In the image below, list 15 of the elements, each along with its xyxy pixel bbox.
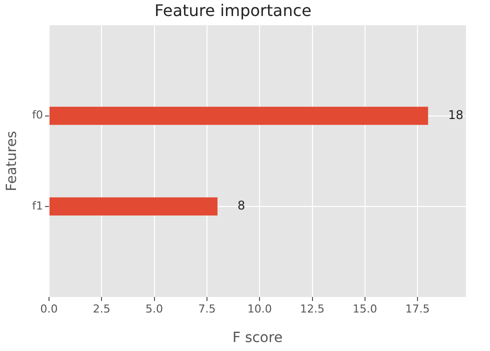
x-tick-label: 12.5 bbox=[300, 302, 325, 316]
chart-title: Feature importance bbox=[154, 0, 312, 20]
x-tick-label: 0.0 bbox=[40, 302, 58, 316]
data-label: 8 bbox=[237, 198, 246, 213]
x-tick-label: 10.0 bbox=[247, 302, 272, 316]
y-tick-label: f1 bbox=[32, 199, 43, 212]
x-axis-title: F score bbox=[232, 330, 283, 346]
x-tick-label: 15.0 bbox=[352, 302, 378, 316]
data-label: 18 bbox=[448, 108, 464, 122]
x-tick-label: 5.0 bbox=[146, 302, 164, 316]
y-tick-label: f0 bbox=[32, 108, 43, 122]
x-tick-label: 2.5 bbox=[92, 302, 110, 316]
y-axis-title: Features bbox=[4, 131, 20, 192]
x-tick-label: 17.5 bbox=[405, 302, 430, 316]
x-tick-label: 7.5 bbox=[198, 302, 216, 316]
